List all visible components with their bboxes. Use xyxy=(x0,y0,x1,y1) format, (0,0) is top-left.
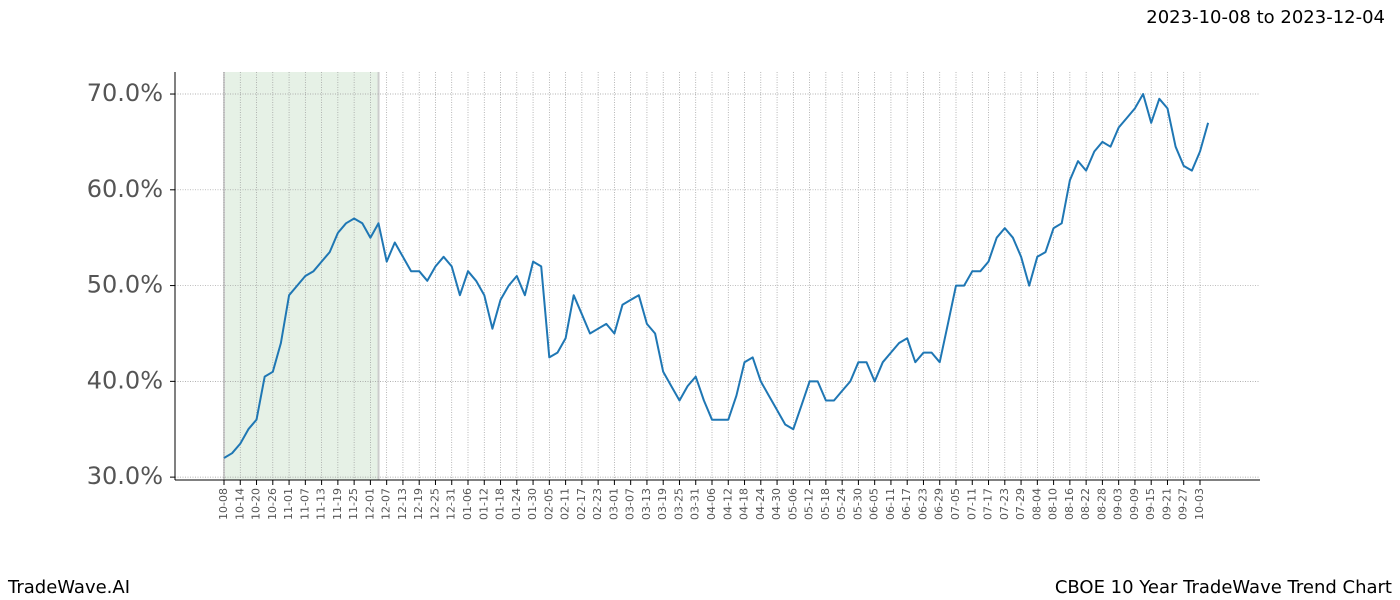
x-tick-label: 10-08 xyxy=(217,488,230,520)
x-tick-label: 06-23 xyxy=(916,488,929,520)
x-tick-label: 12-19 xyxy=(412,488,425,520)
x-tick-label: 10-14 xyxy=(233,488,246,520)
x-tick-label: 11-25 xyxy=(347,488,360,520)
x-tick-label: 04-06 xyxy=(705,488,718,520)
x-tick-label: 03-31 xyxy=(689,488,702,520)
x-tick-label: 10-26 xyxy=(266,488,279,520)
x-tick-label: 01-30 xyxy=(526,488,539,520)
x-tick-label: 12-13 xyxy=(396,488,409,520)
x-tick-label: 07-17 xyxy=(982,488,995,520)
chart-title: 2023-10-08 to 2023-12-04 xyxy=(1146,7,1385,28)
x-tick-label: 08-22 xyxy=(1079,488,1092,520)
x-tick-label: 03-13 xyxy=(640,488,653,520)
x-tick-label: 05-18 xyxy=(819,488,832,520)
x-tick-label: 08-16 xyxy=(1063,488,1076,520)
x-tick-label: 09-21 xyxy=(1160,488,1173,520)
x-tick-label: 04-30 xyxy=(770,488,783,520)
x-tick-label: 09-09 xyxy=(1128,488,1141,520)
x-tick-label: 06-05 xyxy=(868,488,881,520)
x-tick-label: 12-07 xyxy=(380,488,393,520)
x-tick-label: 07-23 xyxy=(998,488,1011,520)
footer-right: CBOE 10 Year TradeWave Trend Chart xyxy=(1055,577,1392,598)
x-tick-label: 11-01 xyxy=(282,488,295,520)
x-tick-label: 03-25 xyxy=(672,488,685,520)
x-tick-label: 08-10 xyxy=(1047,488,1060,520)
x-tick-label: 09-27 xyxy=(1177,488,1190,520)
x-tick-label: 12-25 xyxy=(428,488,441,520)
x-tick-label: 09-15 xyxy=(1144,488,1157,520)
x-tick-label: 07-29 xyxy=(1014,488,1027,520)
x-tick-label: 07-11 xyxy=(965,488,978,520)
x-tick-label: 08-28 xyxy=(1095,488,1108,520)
x-tick-label: 12-31 xyxy=(445,488,458,520)
x-tick-label: 04-24 xyxy=(754,488,767,520)
x-tick-label: 05-12 xyxy=(803,488,816,520)
x-tick-label: 06-29 xyxy=(933,488,946,520)
x-tick-label: 05-30 xyxy=(851,488,864,520)
x-tick-label: 10-03 xyxy=(1193,488,1206,520)
x-tick-label: 03-01 xyxy=(607,488,620,520)
x-tick-label: 02-11 xyxy=(559,488,572,520)
line xyxy=(223,93,1210,459)
highlight-band xyxy=(224,72,379,480)
x-tick-label: 07-05 xyxy=(949,488,962,520)
y-tick-label: 50.0% xyxy=(87,271,163,299)
x-tick-label: 05-06 xyxy=(786,488,799,520)
x-tick-label: 09-03 xyxy=(1112,488,1125,520)
x-tick-label: 01-06 xyxy=(461,488,474,520)
x-tick-label: 05-24 xyxy=(835,488,848,520)
x-tick-label: 08-04 xyxy=(1030,488,1043,520)
x-tick-label: 03-19 xyxy=(656,488,669,520)
x-tick-label: 11-07 xyxy=(298,488,311,520)
x-tick-label: 06-17 xyxy=(900,488,913,520)
x-tick-label: 02-23 xyxy=(591,488,604,520)
y-tick-label: 40.0% xyxy=(87,366,163,394)
x-tick-label: 02-05 xyxy=(542,488,555,520)
y-tick-label: 70.0% xyxy=(87,79,163,107)
x-tick-label: 01-12 xyxy=(477,488,490,520)
x-tick-label: 12-01 xyxy=(363,488,376,520)
x-tick-label: 10-20 xyxy=(250,488,263,520)
x-tick-label: 01-18 xyxy=(494,488,507,520)
footer-left: TradeWave.AI xyxy=(7,577,130,598)
x-tick-label: 03-07 xyxy=(624,488,637,520)
x-tick-label: 11-19 xyxy=(331,488,344,520)
x-tick-label: 11-13 xyxy=(315,488,328,520)
y-tick-label: 30.0% xyxy=(87,462,163,490)
x-tick-label: 04-18 xyxy=(738,488,751,520)
x-tick-label: 01-24 xyxy=(510,488,523,520)
x-tick-label: 04-12 xyxy=(721,488,734,520)
x-tick-label: 02-17 xyxy=(575,488,588,520)
x-tick-label: 06-11 xyxy=(884,488,897,520)
y-tick-label: 60.0% xyxy=(87,175,163,203)
